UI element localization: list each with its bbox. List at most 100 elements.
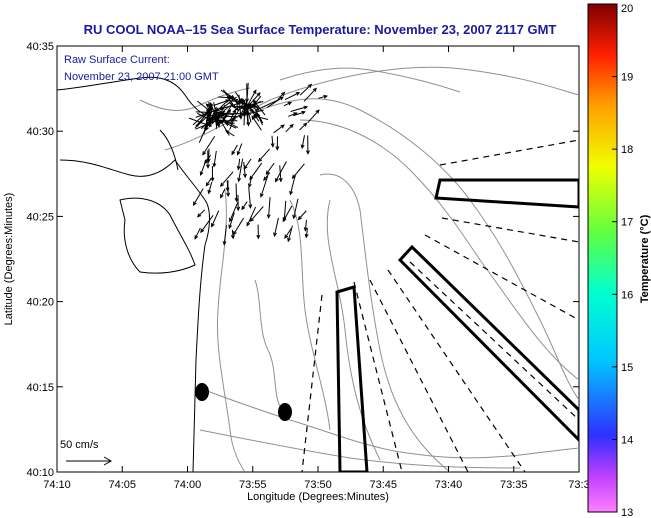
current-vector [266,197,271,219]
transect-south [335,285,369,472]
contour-inner-mid [289,199,331,431]
colorbar-tick-label: 16 [621,289,633,301]
current-vector [221,109,232,121]
current-vector [292,198,299,220]
current-vector [252,114,269,120]
x-tick-label: 73:35 [500,479,528,491]
current-vector [287,225,293,243]
current-vector [212,150,217,168]
contour-north-2 [279,67,461,93]
current-vector [200,214,214,234]
current-vector [299,122,308,131]
current-vector [234,183,239,203]
current-vector [232,217,245,236]
current-vector [222,225,227,246]
current-vector [251,115,262,131]
dashed-lines [301,139,579,472]
current-vector [216,110,235,116]
current-vector [228,212,235,230]
x-tick-label: 74:10 [43,479,71,491]
current-vector [196,209,206,218]
x-tick-label: 74:05 [108,479,136,491]
colorbar-label: Temperature (°C) [639,214,651,303]
current-vector [265,162,275,176]
contour-south-1 [204,389,579,459]
colorbar-tick-label: 18 [621,144,633,156]
current-vector [236,143,243,156]
y-tick-label: 40:25 [26,211,54,223]
current-vector [257,148,270,163]
current-vector [251,103,264,124]
colorbar-tick-label: 19 [621,72,633,84]
current-vector [245,102,252,114]
current-vector [256,224,261,240]
dashed-line-8 [301,294,323,472]
x-axis: 74:10 74:05 74:00 73:55 73:50 73:45 73:40 73:35… [43,46,590,491]
y-tick-label: 40:30 [26,126,54,138]
current-vector [192,188,204,206]
current-vector [246,206,257,227]
transect-southeast [397,244,579,443]
dashed-line-2 [441,217,579,243]
current-vector [275,161,287,183]
current-vector [300,135,305,150]
colorbar-tick-label: 20 [621,3,633,15]
current-vector [282,205,293,223]
transect-east [434,178,579,209]
colorbar-ticks: 20 19 18 17 16 15 14 13 [612,3,633,518]
x-tick-label: 73:50 [304,479,332,491]
y-axis-label: Latitude (Degrees:Minutes) [3,193,15,326]
current-vector [318,94,328,99]
current-vector [225,180,230,193]
coast-bay [59,159,210,246]
colorbar-tick-label: 15 [621,362,633,374]
current-vector [231,144,238,156]
current-vector [284,228,292,239]
current-vector [229,108,236,122]
current-vector [259,175,269,198]
legend-line-2: November 23, 2007 21:00 GMT [64,71,219,83]
station-marker-east [278,403,292,421]
current-vector [224,91,234,101]
contour-north-1 [139,87,251,111]
x-axis-label: Longitude (Degrees:Minutes) [247,491,389,503]
current-vector [194,227,201,240]
current-vector [273,217,279,238]
current-vector [238,94,243,120]
current-vector [241,201,248,211]
current-vector [307,109,320,124]
contour-outer [164,66,579,151]
current-vector [220,188,226,199]
colorbar [587,3,618,513]
map-title: RU COOL NOAA–15 Sea Surface Temperature:… [84,22,557,37]
current-vector [241,105,254,110]
dashed-line-4 [409,261,579,421]
dashed-line-6 [369,279,469,472]
current-vector [277,91,286,101]
current-vectors [188,82,328,246]
coast-island [119,197,196,274]
current-vector [215,113,222,125]
depth-contours [139,66,579,472]
y-tick-label: 40:10 [26,467,54,479]
current-vector [237,158,244,183]
x-tick-label: 73:55 [239,479,267,491]
colorbar-tick-label: 17 [621,217,633,229]
contour-ridge [319,173,451,472]
current-vector [283,101,293,107]
x-tick-label: 74:00 [174,479,202,491]
current-vector [224,130,235,137]
current-vector [247,176,253,189]
current-vector [215,102,227,112]
legend-line-1: Raw Surface Current: [64,54,170,66]
coastline [57,76,216,472]
current-vector [284,92,301,101]
contour-wiggle [254,279,283,411]
current-vector [266,96,284,108]
current-vector [275,136,280,151]
y-tick-label: 40:15 [26,382,54,394]
current-vector [297,210,307,221]
coast-nj [192,244,206,472]
current-vector [205,177,212,187]
